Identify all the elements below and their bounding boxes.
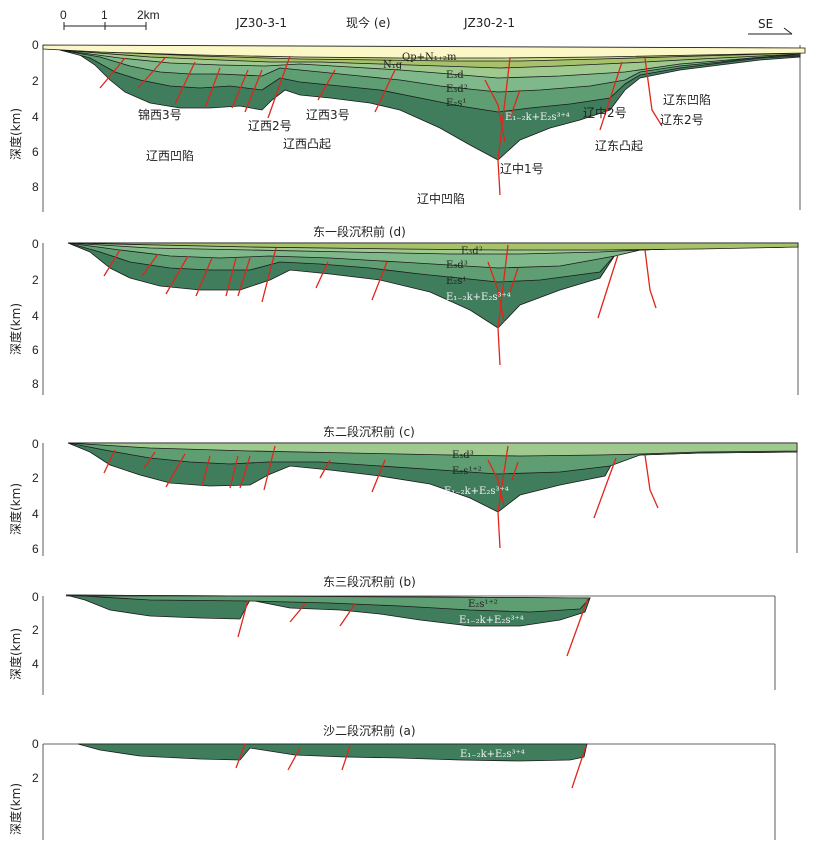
- ytick-c-4: 4: [32, 507, 39, 521]
- label-d-e2s1: E₂s¹: [446, 276, 466, 287]
- ylabel-e: 深度(km): [8, 108, 23, 160]
- ytick-e-8: 8: [32, 180, 39, 194]
- ytick-c-6: 6: [32, 542, 39, 556]
- ytick-d-0: 0: [32, 237, 39, 251]
- panel-d-title: 东一段沉积前 (d): [313, 224, 406, 239]
- scale-tick-0: 0: [60, 8, 67, 22]
- direction-arrow: SE: [748, 17, 793, 35]
- ytick-a-0: 0: [32, 737, 39, 751]
- ytick-d-2: 2: [32, 273, 39, 287]
- panel-b-title: 东三段沉积前 (b): [323, 574, 416, 589]
- label-liaozhong2: 辽中2号: [583, 105, 627, 120]
- faults-a: [235, 743, 587, 789]
- ylabel-c: 深度(km): [8, 483, 23, 535]
- layer-es3-a: [77, 743, 588, 762]
- ytick-d-4: 4: [32, 309, 39, 323]
- ytick-e-6: 6: [32, 145, 39, 159]
- faults-e: [99, 55, 663, 196]
- label-e12k: E₁₋₂k+E₂s³⁺⁴: [505, 112, 570, 123]
- direction-label: SE: [758, 17, 773, 31]
- panel-a-title: 沙二段沉积前 (a): [323, 723, 416, 738]
- panel-c: 东二段沉积前 (c) 0 2 4 6 深度(km) E₃: [8, 424, 798, 556]
- ytick-c-2: 2: [32, 471, 39, 485]
- label-liaoxi-sag: 辽西凹陷: [146, 148, 194, 163]
- label-liaozhong1: 辽中1号: [500, 161, 544, 176]
- label-b-e12k: E₁₋₂k+E₂s³⁺⁴: [459, 615, 524, 626]
- label-a-e12k: E₁₋₂k+E₂s³⁺⁴: [460, 749, 525, 760]
- label-liaoxi2: 辽西2号: [248, 119, 292, 133]
- label-d-e3d2: E₃d²: [461, 246, 483, 257]
- y-axis-b: 0 2 4 深度(km): [8, 590, 39, 680]
- scale-tick-1: 1: [101, 8, 108, 22]
- panel-d: 东一段沉积前 (d) 0 2 4 6 8: [8, 224, 799, 395]
- faults-b: [237, 597, 589, 657]
- layer-e3d3-c: [67, 442, 798, 457]
- y-axis-e: 0 2 4 6 8 深度(km): [8, 38, 39, 194]
- ytick-e-4: 4: [32, 110, 39, 124]
- layer-quaternary-e: [42, 44, 806, 59]
- well-label-jz30-2-1: JZ30-2-1: [463, 16, 515, 30]
- label-liaodong2: 辽东2号: [660, 113, 704, 127]
- label-e3d2: E₃d²: [446, 84, 468, 95]
- label-liaoxi3: 辽西3号: [306, 108, 350, 122]
- ytick-c-0: 0: [32, 437, 39, 451]
- ytick-d-6: 6: [32, 343, 39, 357]
- ylabel-b: 深度(km): [8, 628, 23, 680]
- label-liaoxi-uplift: 辽西凸起: [283, 137, 331, 151]
- faults-d: [103, 244, 657, 366]
- layer-top-d: [67, 242, 799, 251]
- y-axis-d: 0 2 4 6 8 深度(km): [8, 237, 39, 391]
- faults-c: [103, 445, 659, 549]
- panel-c-title: 东二段沉积前 (c): [323, 424, 415, 439]
- panel-e: 0 1 2km JZ30-3-1 现今 (e) JZ30-2-1 SE: [8, 8, 806, 212]
- scale-tick-2: 2km: [137, 8, 160, 22]
- label-c-e2s12: E₂s¹⁺²: [452, 466, 482, 477]
- ytick-e-2: 2: [32, 74, 39, 88]
- panel-b: 东三段沉积前 (b) 0 2 4 深度(km) E₂s¹⁺² E₁₋₂k+E₂s…: [8, 574, 776, 695]
- label-liaodong-sag: 辽东凹陷: [663, 92, 711, 107]
- panel-a: 沙二段沉积前 (a) 0 2 深度(km) E₁₋₂k+E₂s³⁺⁴: [8, 723, 776, 840]
- label-c-e12k: E₁₋₂k+E₂s³⁺⁴: [444, 486, 509, 497]
- ylabel-a: 深度(km): [8, 783, 23, 835]
- label-jinxi3: 锦西3号: [138, 108, 182, 122]
- scale-bar: 0 1 2km: [60, 8, 160, 30]
- label-b-e2s12: E₂s¹⁺²: [468, 599, 498, 610]
- y-axis-c: 0 2 4 6 深度(km): [8, 437, 39, 556]
- well-label-jz30-3-1: JZ30-3-1: [235, 16, 287, 30]
- label-d-e12k: E₁₋₂k+E₂s³⁺⁴: [446, 292, 511, 303]
- label-e2s1: E₂s¹: [446, 98, 466, 109]
- layer-es1-b: [65, 594, 591, 613]
- y-axis-a: 0 2 深度(km): [8, 737, 39, 835]
- label-qp-n: Qp+N₁₊₂m: [402, 52, 457, 63]
- label-liaozhong-sag: 辽中凹陷: [417, 191, 465, 206]
- ytick-e-0: 0: [32, 38, 39, 52]
- ytick-b-4: 4: [32, 657, 39, 671]
- label-n1g: N₁g: [383, 60, 403, 71]
- label-c-e3d3: E₃d³: [452, 450, 474, 461]
- label-liaodong-uplift: 辽东凸起: [595, 139, 643, 153]
- label-e3d: E₃d: [446, 70, 464, 81]
- ytick-b-0: 0: [32, 590, 39, 604]
- ytick-a-2: 2: [32, 771, 39, 785]
- label-d-e3d3: E₃d³: [446, 260, 468, 271]
- ylabel-d: 深度(km): [8, 303, 23, 355]
- ytick-d-8: 8: [32, 377, 39, 391]
- ytick-b-2: 2: [32, 623, 39, 637]
- panel-e-title: 现今 (e): [346, 15, 391, 30]
